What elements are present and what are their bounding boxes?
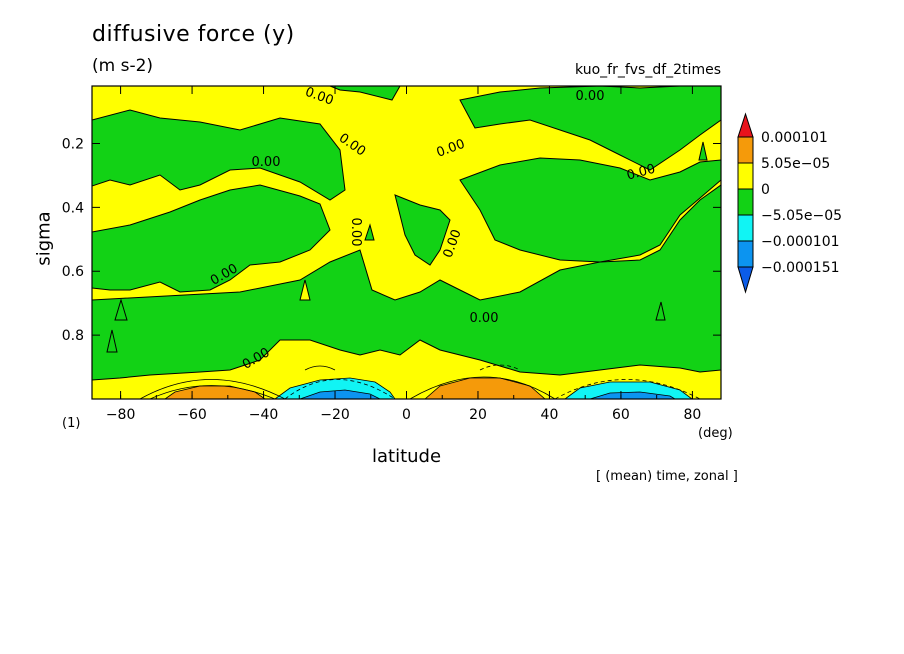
colorbar-box bbox=[737, 188, 754, 216]
x-tick-label: −80 bbox=[106, 407, 136, 423]
chart-units: (m s-2) bbox=[92, 56, 154, 76]
fill-green-left-mid bbox=[92, 184, 331, 293]
colorbar-box bbox=[737, 136, 754, 164]
fill-blue-north bbox=[589, 391, 676, 399]
fill-orange-south bbox=[164, 385, 266, 399]
colorbar-box bbox=[737, 240, 754, 268]
x-tick-label: 0 bbox=[402, 407, 411, 423]
contour-line bbox=[479, 364, 521, 371]
colorbar-label: 0.000101 bbox=[761, 130, 828, 146]
colorbar-label: −0.000151 bbox=[761, 260, 840, 276]
x-tick-label: 80 bbox=[683, 407, 701, 423]
contour-line bbox=[284, 379, 396, 399]
contour-line bbox=[139, 379, 286, 399]
y-tick-label: 0.8 bbox=[62, 328, 84, 344]
contour-line bbox=[554, 379, 701, 399]
y-tick-label: 0.4 bbox=[62, 200, 84, 216]
run-label: kuo_fr_fvs_df_2times bbox=[575, 62, 721, 78]
fill-blue-south bbox=[299, 389, 381, 399]
chart-title: diffusive force (y) bbox=[92, 22, 295, 47]
colorbar-bottom-arrow bbox=[737, 266, 754, 294]
contour-fill bbox=[92, 86, 721, 399]
contour-label: 0.00 bbox=[252, 155, 281, 170]
x-tick-label: −20 bbox=[320, 407, 350, 423]
colorbar-box bbox=[737, 214, 754, 242]
x-axis-unit: (deg) bbox=[698, 426, 733, 441]
x-tick-label: 60 bbox=[612, 407, 630, 423]
fill-yellow-spike bbox=[299, 279, 311, 301]
contour-label: 0.00 bbox=[576, 89, 605, 104]
contour-line bbox=[409, 376, 556, 399]
colorbar-box bbox=[737, 162, 754, 190]
fill-green-spike bbox=[114, 298, 128, 321]
colorbar-top-arrow bbox=[737, 112, 754, 138]
contour-line bbox=[304, 365, 336, 371]
colorbar-label: −5.05e−05 bbox=[761, 208, 842, 224]
colorbar-label: 0 bbox=[761, 182, 770, 198]
fill-green-spike bbox=[106, 329, 118, 353]
y-tick-label: 0.2 bbox=[62, 136, 84, 152]
fill-green-left-upper bbox=[92, 109, 346, 201]
colorbar: 0.000101 5.05e−05 0 −5.05e−05 −0.000101 −0.00… bbox=[737, 112, 842, 294]
y-axis: 0.2 0.4 0.6 0.8 bbox=[62, 136, 721, 344]
fill-green-spike bbox=[698, 141, 708, 161]
fill-green-spike bbox=[364, 223, 375, 241]
fill-green-lower-band bbox=[92, 184, 721, 381]
x-axis-label: latitude bbox=[372, 446, 442, 467]
average-note: [ (mean) time, zonal ] bbox=[596, 469, 738, 484]
x-tick-label: 20 bbox=[469, 407, 487, 423]
contour-label: 0.00 bbox=[470, 311, 499, 326]
contour-label: 0.00 bbox=[348, 218, 363, 247]
contour-line bbox=[149, 385, 276, 399]
fill-green-center-column bbox=[394, 194, 451, 266]
x-axis: −80 −60 −40 −20 0 20 40 60 80 bbox=[106, 86, 701, 423]
colorbar-label: −0.000101 bbox=[761, 234, 840, 250]
x-tick-label: −60 bbox=[177, 407, 207, 423]
panel-number: (1) bbox=[62, 416, 81, 431]
fill-green-spike bbox=[655, 301, 666, 321]
colorbar-label: 5.05e−05 bbox=[761, 156, 830, 172]
x-tick-label: −40 bbox=[249, 407, 279, 423]
fill-green-right-upper bbox=[459, 157, 721, 263]
contour-label: 0.00 bbox=[625, 162, 657, 184]
y-tick-label: 0.6 bbox=[62, 264, 84, 280]
x-tick-label: 40 bbox=[541, 407, 559, 423]
fill-green-top-center bbox=[329, 86, 401, 101]
